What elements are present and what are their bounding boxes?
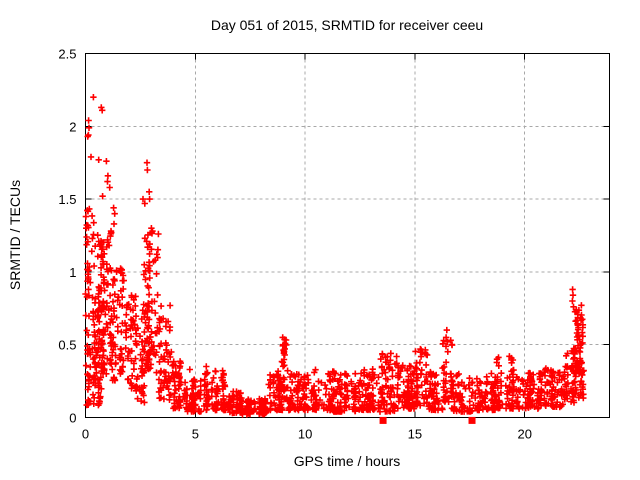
y-tick-label: 2.5 [58, 47, 76, 62]
x-tick-label: 0 [82, 427, 89, 442]
y-axis-label: SRMTID / TECUs [7, 180, 23, 290]
axis-tick-labels: 0 5 10 15 20 0 0.5 1 1.5 2 2.5 [58, 47, 532, 442]
square-marker [468, 416, 476, 424]
x-tick-label: 20 [517, 427, 531, 442]
axis-ticks [85, 53, 610, 418]
y-tick-label: 0.5 [58, 338, 76, 353]
y-tick-label: 2 [69, 119, 76, 134]
x-tick-label: 15 [408, 427, 422, 442]
gridlines [85, 53, 610, 418]
scatter-points-path [82, 94, 587, 418]
square-marker [379, 416, 387, 424]
data-points [82, 94, 587, 424]
x-tick-label: 5 [192, 427, 199, 442]
y-tick-label: 0 [69, 411, 76, 426]
plot-border [85, 53, 610, 418]
y-tick-label: 1.5 [58, 192, 76, 207]
x-tick-label: 10 [298, 427, 312, 442]
chart-title: Day 051 of 2015, SRMTID for receiver cee… [211, 17, 483, 33]
x-axis-label: GPS time / hours [294, 453, 401, 469]
y-tick-label: 1 [69, 265, 76, 280]
